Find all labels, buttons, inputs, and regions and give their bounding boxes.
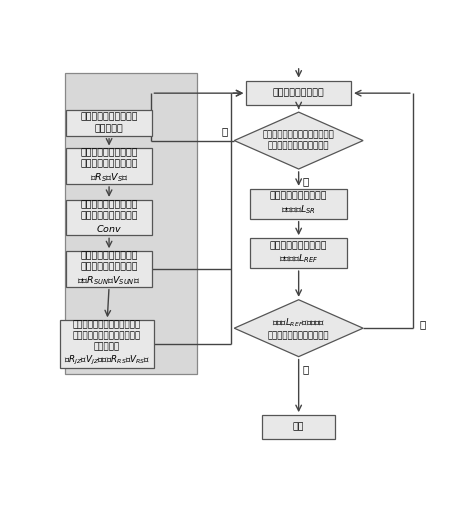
Text: 否: 否 — [222, 126, 228, 136]
Text: 计算入射到基准星的太
阳辐亮度$L_{REF}$: 计算入射到基准星的太 阳辐亮度$L_{REF}$ — [270, 241, 327, 265]
FancyBboxPatch shape — [262, 415, 335, 439]
FancyBboxPatch shape — [66, 110, 152, 136]
Text: 否: 否 — [419, 319, 426, 329]
FancyBboxPatch shape — [246, 81, 351, 105]
Text: 推导从近地点坐标系到
地心坐标系的转换矩阵
$Conv$: 推导从近地点坐标系到 地心坐标系的转换矩阵 $Conv$ — [80, 201, 138, 234]
Text: 基准星与待定标遥感器之间的距
离是否小于定标的最大距离: 基准星与待定标遥感器之间的距 离是否小于定标的最大距离 — [263, 130, 334, 151]
FancyBboxPatch shape — [66, 251, 152, 287]
FancyBboxPatch shape — [65, 73, 198, 373]
Polygon shape — [234, 112, 363, 169]
FancyBboxPatch shape — [250, 189, 347, 219]
Text: 是: 是 — [302, 364, 308, 374]
Text: 定标: 定标 — [293, 422, 304, 431]
Text: 通过轨道参数计算太阳
在近地点轨道状态向量
（$R_S$，$V_S$）: 通过轨道参数计算太阳 在近地点轨道状态向量 （$R_S$，$V_S$） — [80, 149, 138, 184]
Text: 是: 是 — [302, 176, 308, 186]
FancyBboxPatch shape — [250, 238, 347, 268]
Polygon shape — [234, 300, 363, 357]
Text: 根据给定日期计算太阳
的轨道参数: 根据给定日期计算太阳 的轨道参数 — [80, 113, 138, 133]
FancyBboxPatch shape — [66, 148, 152, 184]
Text: 根据基准星和待定标遥感器轨
道参数，计算在地心坐标系中
的状态向量
（$R_{JZ}$，$V_{JZ}$），（$R_{RS}$，$V_{RS}$）: 根据基准星和待定标遥感器轨 道参数，计算在地心坐标系中 的状态向量 （$R_{J… — [64, 321, 151, 367]
FancyBboxPatch shape — [66, 200, 152, 235]
Text: 通过变换矩阵计算太阳
在地心坐标系的状态向
量（$R_{SUN}$，$V_{SUN}$）: 通过变换矩阵计算太阳 在地心坐标系的状态向 量（$R_{SUN}$，$V_{SU… — [77, 251, 141, 287]
Text: 太阳光$L_{REF}$是否满足待
定标遥感器的响应动态范围: 太阳光$L_{REF}$是否满足待 定标遥感器的响应动态范围 — [268, 317, 329, 340]
FancyBboxPatch shape — [60, 320, 154, 368]
Text: 计算入射到基准星的太
阳辐亮度$L_{SR}$: 计算入射到基准星的太 阳辐亮度$L_{SR}$ — [270, 192, 327, 216]
Text: 计算三者之间的距离: 计算三者之间的距离 — [273, 89, 324, 97]
